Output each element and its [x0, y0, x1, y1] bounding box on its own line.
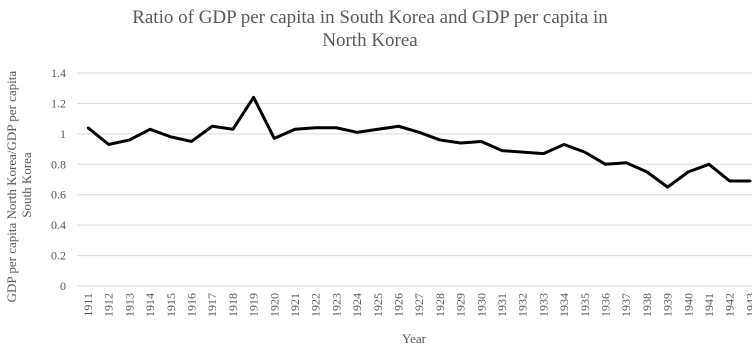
y-tick-label: 1.4 — [51, 66, 66, 80]
data-point-1936 — [604, 163, 607, 166]
x-tick-label: 1924 — [350, 293, 364, 317]
x-tick-label: 1912 — [102, 293, 116, 317]
x-tick-label: 1933 — [536, 293, 550, 317]
x-tick-label: 1911 — [81, 293, 95, 317]
data-point-1941 — [707, 163, 711, 166]
x-tick-label: 1943 — [743, 293, 752, 317]
y-tick-label: 0.2 — [51, 249, 66, 263]
x-tick-label: 1942 — [723, 293, 737, 317]
x-tick-label: 1930 — [474, 293, 488, 317]
x-tick-label: 1921 — [288, 293, 302, 317]
data-point-1912 — [107, 143, 110, 146]
x-tick-label: 1925 — [371, 293, 385, 317]
y-tick-label: 0.8 — [51, 157, 66, 171]
data-point-1925 — [376, 128, 379, 131]
x-tick-label: 1941 — [702, 293, 716, 317]
y-tick-label: 1 — [60, 127, 66, 141]
data-point-1930 — [480, 140, 483, 143]
data-point-1929 — [459, 141, 462, 145]
x-tick-label: 1937 — [619, 293, 633, 317]
x-tick-label: 1918 — [226, 293, 240, 317]
data-point-1911 — [86, 126, 90, 129]
data-point-1932 — [521, 150, 524, 154]
data-point-1919 — [252, 96, 255, 99]
y-tick-label: 0.4 — [51, 218, 66, 232]
data-point-1920 — [273, 137, 276, 140]
x-tick-label: 1936 — [599, 293, 613, 317]
x-axis-ticks: 1911 1912 1913 1914 1915 1916 1917 1918 1919 1920… — [81, 293, 752, 317]
x-tick-label: 1939 — [661, 293, 675, 317]
data-point-1916 — [190, 140, 193, 143]
data-point-1928 — [438, 138, 442, 142]
x-tick-label: 1914 — [143, 293, 157, 317]
x-tick-label: 1938 — [640, 293, 654, 317]
y-axis-ticks: 0 0.2 0.4 0.6 0.8 1 1.2 1.4 — [51, 66, 66, 293]
data-point-1937 — [625, 161, 628, 164]
y-axis-label-line-1: GDP per capita North Korea/GDP per capit… — [4, 71, 19, 303]
x-tick-label: 1932 — [516, 293, 530, 317]
y-axis-label: GDP per capita North Korea/GDP per capit… — [4, 68, 34, 303]
data-point-1939 — [666, 185, 669, 189]
x-tick-label: 1926 — [392, 293, 406, 317]
data-point-1934 — [562, 143, 566, 146]
y-tick-label: 0 — [60, 279, 66, 293]
data-point-1927 — [418, 131, 421, 134]
x-axis-label: Year — [402, 331, 427, 346]
x-tick-label: 1928 — [433, 293, 447, 317]
data-point-1926 — [397, 125, 400, 128]
x-tick-label: 1929 — [454, 293, 468, 317]
data-point-1917 — [211, 125, 214, 128]
data-point-1940 — [687, 170, 690, 174]
y-axis-label-line-2: South Korea — [19, 152, 34, 218]
data-point-1943 — [749, 179, 752, 183]
gridlines — [77, 72, 752, 287]
x-tick-label: 1919 — [247, 293, 261, 317]
x-tick-label: 1935 — [578, 293, 592, 317]
x-tick-label: 1915 — [164, 293, 178, 317]
series-line-group — [86, 95, 752, 189]
data-point-1918 — [231, 128, 235, 131]
data-point-1938 — [645, 170, 649, 174]
x-tick-label: 1922 — [309, 293, 323, 317]
data-point-1921 — [293, 128, 297, 131]
data-point-1914 — [148, 128, 152, 131]
x-tick-label: 1927 — [412, 293, 426, 317]
x-tick-label: 1940 — [681, 293, 695, 317]
y-tick-label: 0.6 — [51, 188, 66, 202]
chart-title: Ratio of GDP per capita in South Korea a… — [132, 7, 608, 51]
data-point-1931 — [500, 149, 504, 152]
series-line — [87, 95, 751, 189]
x-tick-label: 1917 — [205, 293, 219, 317]
data-point-1922 — [314, 126, 317, 129]
data-point-1924 — [355, 131, 359, 134]
x-tick-label: 1920 — [267, 293, 281, 317]
x-tick-label: 1913 — [122, 293, 136, 317]
data-point-1915 — [169, 135, 172, 139]
x-tick-label: 1916 — [185, 293, 199, 317]
x-tick-label: 1934 — [557, 293, 571, 317]
data-point-1923 — [335, 126, 338, 129]
data-point-1935 — [583, 150, 586, 154]
x-tick-label: 1931 — [495, 293, 509, 317]
data-point-1913 — [128, 138, 131, 142]
x-tick-label: 1923 — [329, 293, 343, 317]
y-tick-label: 1.2 — [51, 96, 66, 110]
data-point-1933 — [542, 152, 545, 155]
data-point-1942 — [728, 179, 731, 183]
